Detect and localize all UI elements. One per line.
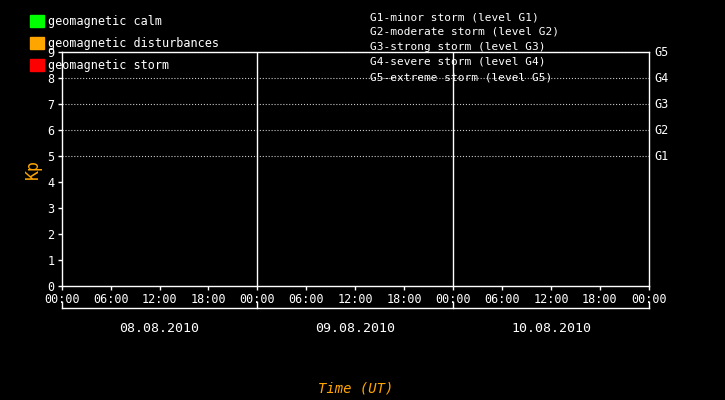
Text: G1: G1 — [655, 150, 669, 162]
Text: G2: G2 — [655, 124, 669, 136]
Y-axis label: Kp: Kp — [24, 159, 42, 179]
Text: G5: G5 — [655, 46, 669, 58]
Text: G5-extreme storm (level G5): G5-extreme storm (level G5) — [370, 72, 552, 82]
Text: G4: G4 — [655, 72, 669, 84]
Text: 08.08.2010: 08.08.2010 — [120, 322, 199, 334]
Text: G2-moderate storm (level G2): G2-moderate storm (level G2) — [370, 27, 559, 37]
Text: G4-severe storm (level G4): G4-severe storm (level G4) — [370, 57, 545, 67]
Text: Time (UT): Time (UT) — [318, 381, 393, 395]
Text: G3-strong storm (level G3): G3-strong storm (level G3) — [370, 42, 545, 52]
Text: geomagnetic calm: geomagnetic calm — [48, 14, 162, 28]
Text: geomagnetic storm: geomagnetic storm — [48, 58, 169, 72]
Text: geomagnetic disturbances: geomagnetic disturbances — [48, 36, 219, 50]
Text: 09.08.2010: 09.08.2010 — [315, 322, 395, 334]
Text: 10.08.2010: 10.08.2010 — [511, 322, 591, 334]
Text: G3: G3 — [655, 98, 669, 110]
Text: G1-minor storm (level G1): G1-minor storm (level G1) — [370, 12, 539, 22]
